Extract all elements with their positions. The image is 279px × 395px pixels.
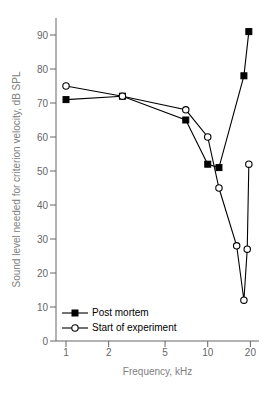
svg-text:50: 50 [37,166,49,177]
html-text:Start of experiment: Start of experiment [92,322,177,333]
svg-text:Sound level needed for criteri: Sound level needed for criterion velocit… [11,71,22,287]
svg-text:Frequency, kHz: Frequency, kHz [123,366,192,377]
svg-text:1: 1 [63,347,69,358]
svg-text:20: 20 [37,268,49,279]
svg-text:10: 10 [37,302,49,313]
svg-text:80: 80 [37,64,49,75]
svg-text:0: 0 [42,336,48,347]
svg-text:70: 70 [37,98,49,109]
svg-text:90: 90 [37,30,49,41]
svg-text:10: 10 [202,347,214,358]
svg-text:40: 40 [37,200,49,211]
html-text:Post mortem: Post mortem [92,307,149,318]
svg-text:20: 20 [245,347,257,358]
svg-text:5: 5 [162,347,168,358]
svg-text:2: 2 [106,347,112,358]
svg-text:30: 30 [37,234,49,245]
svg-text:60: 60 [37,132,49,143]
